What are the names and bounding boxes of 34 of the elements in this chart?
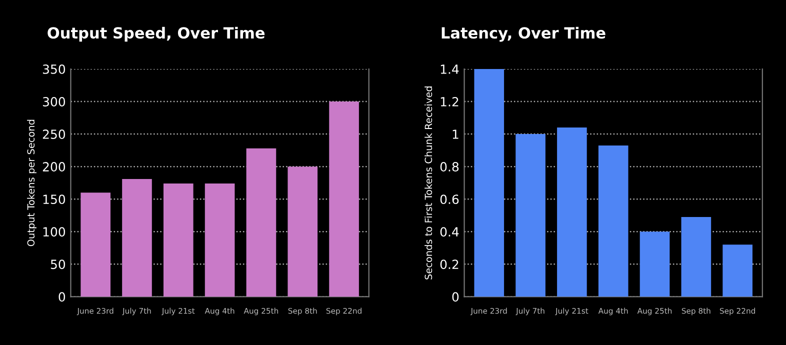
chart-title: Output Speed, Over Time (48, 26, 265, 42)
y-tick-label: 350 (42, 64, 66, 74)
bar (598, 145, 628, 297)
bar (722, 244, 752, 297)
y-tick-label: 0.2 (440, 260, 458, 270)
bar (516, 134, 546, 297)
bar (122, 178, 152, 297)
bar (474, 69, 504, 297)
y-tick-label: 1 (452, 130, 458, 139)
bar (246, 148, 276, 297)
y-tick-label: 0.6 (440, 194, 459, 204)
y-tick-label: 1.2 (440, 97, 458, 106)
bar (288, 166, 318, 297)
y-tick-label: 150 (43, 194, 66, 204)
bar (163, 184, 194, 297)
y-tick-label: 200 (42, 162, 66, 172)
y-tick-label: 0.4 (440, 227, 459, 237)
bar (204, 184, 235, 297)
y-tick-label: 50 (50, 260, 66, 270)
bar (681, 217, 712, 297)
y-tick-label: 1.4 (440, 64, 459, 74)
y-tick-label: 0 (58, 292, 66, 302)
y-axis-title: Seconds to First Tokens Chunk Received (424, 86, 432, 280)
y-tick-label: 0 (452, 292, 459, 302)
bar (557, 128, 587, 297)
y-tick-label: 300 (42, 97, 66, 106)
y-tick-label: 0.8 (440, 162, 459, 172)
y-tick-label: 100 (43, 227, 66, 237)
bar (640, 232, 670, 297)
bar (80, 192, 110, 297)
y-tick-label: 250 (42, 130, 66, 139)
bar (329, 102, 359, 297)
chart-title: Latency, Over Time (442, 26, 606, 42)
y-axis-title: Output Tokens per Second (27, 120, 36, 246)
